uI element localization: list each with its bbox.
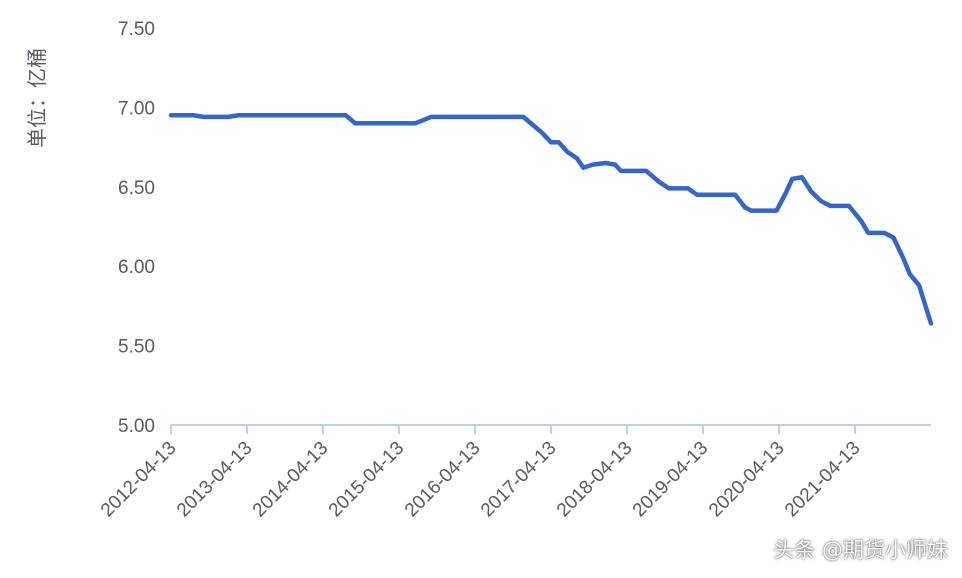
x-tick-label: 2013-04-13 (173, 438, 257, 522)
y-axis-title: 单位：亿桶 (25, 48, 49, 148)
x-axis: 2012-04-132013-04-132014-04-132015-04-13… (97, 425, 865, 521)
y-tick-label: 7.50 (118, 19, 155, 40)
y-axis: 5.00 5.50 6.00 6.50 7.00 7.50 (118, 19, 155, 437)
y-tick-label: 7.00 (118, 98, 155, 119)
x-tick-label: 2015-04-13 (325, 438, 409, 522)
x-tick-label: 2014-04-13 (249, 438, 333, 522)
x-tick-label: 2016-04-13 (401, 438, 485, 522)
x-tick-label: 2018-04-13 (553, 438, 637, 522)
series-group (168, 113, 934, 326)
x-tick-label: 2020-04-13 (705, 438, 789, 522)
y-tick-label: 6.50 (118, 178, 155, 199)
x-tick-label: 2012-04-13 (97, 438, 181, 522)
y-tick-label: 6.00 (118, 257, 155, 278)
y-tick-label: 5.00 (118, 416, 155, 437)
x-tick-label: 2019-04-13 (629, 438, 713, 522)
y-tick-label: 5.50 (118, 337, 155, 358)
x-tick-label: 2021-04-13 (781, 438, 865, 522)
series-line-0 (168, 113, 934, 326)
watermark: 头条 @期货小师妹 (773, 538, 948, 562)
x-tick-label: 2017-04-13 (477, 438, 561, 522)
